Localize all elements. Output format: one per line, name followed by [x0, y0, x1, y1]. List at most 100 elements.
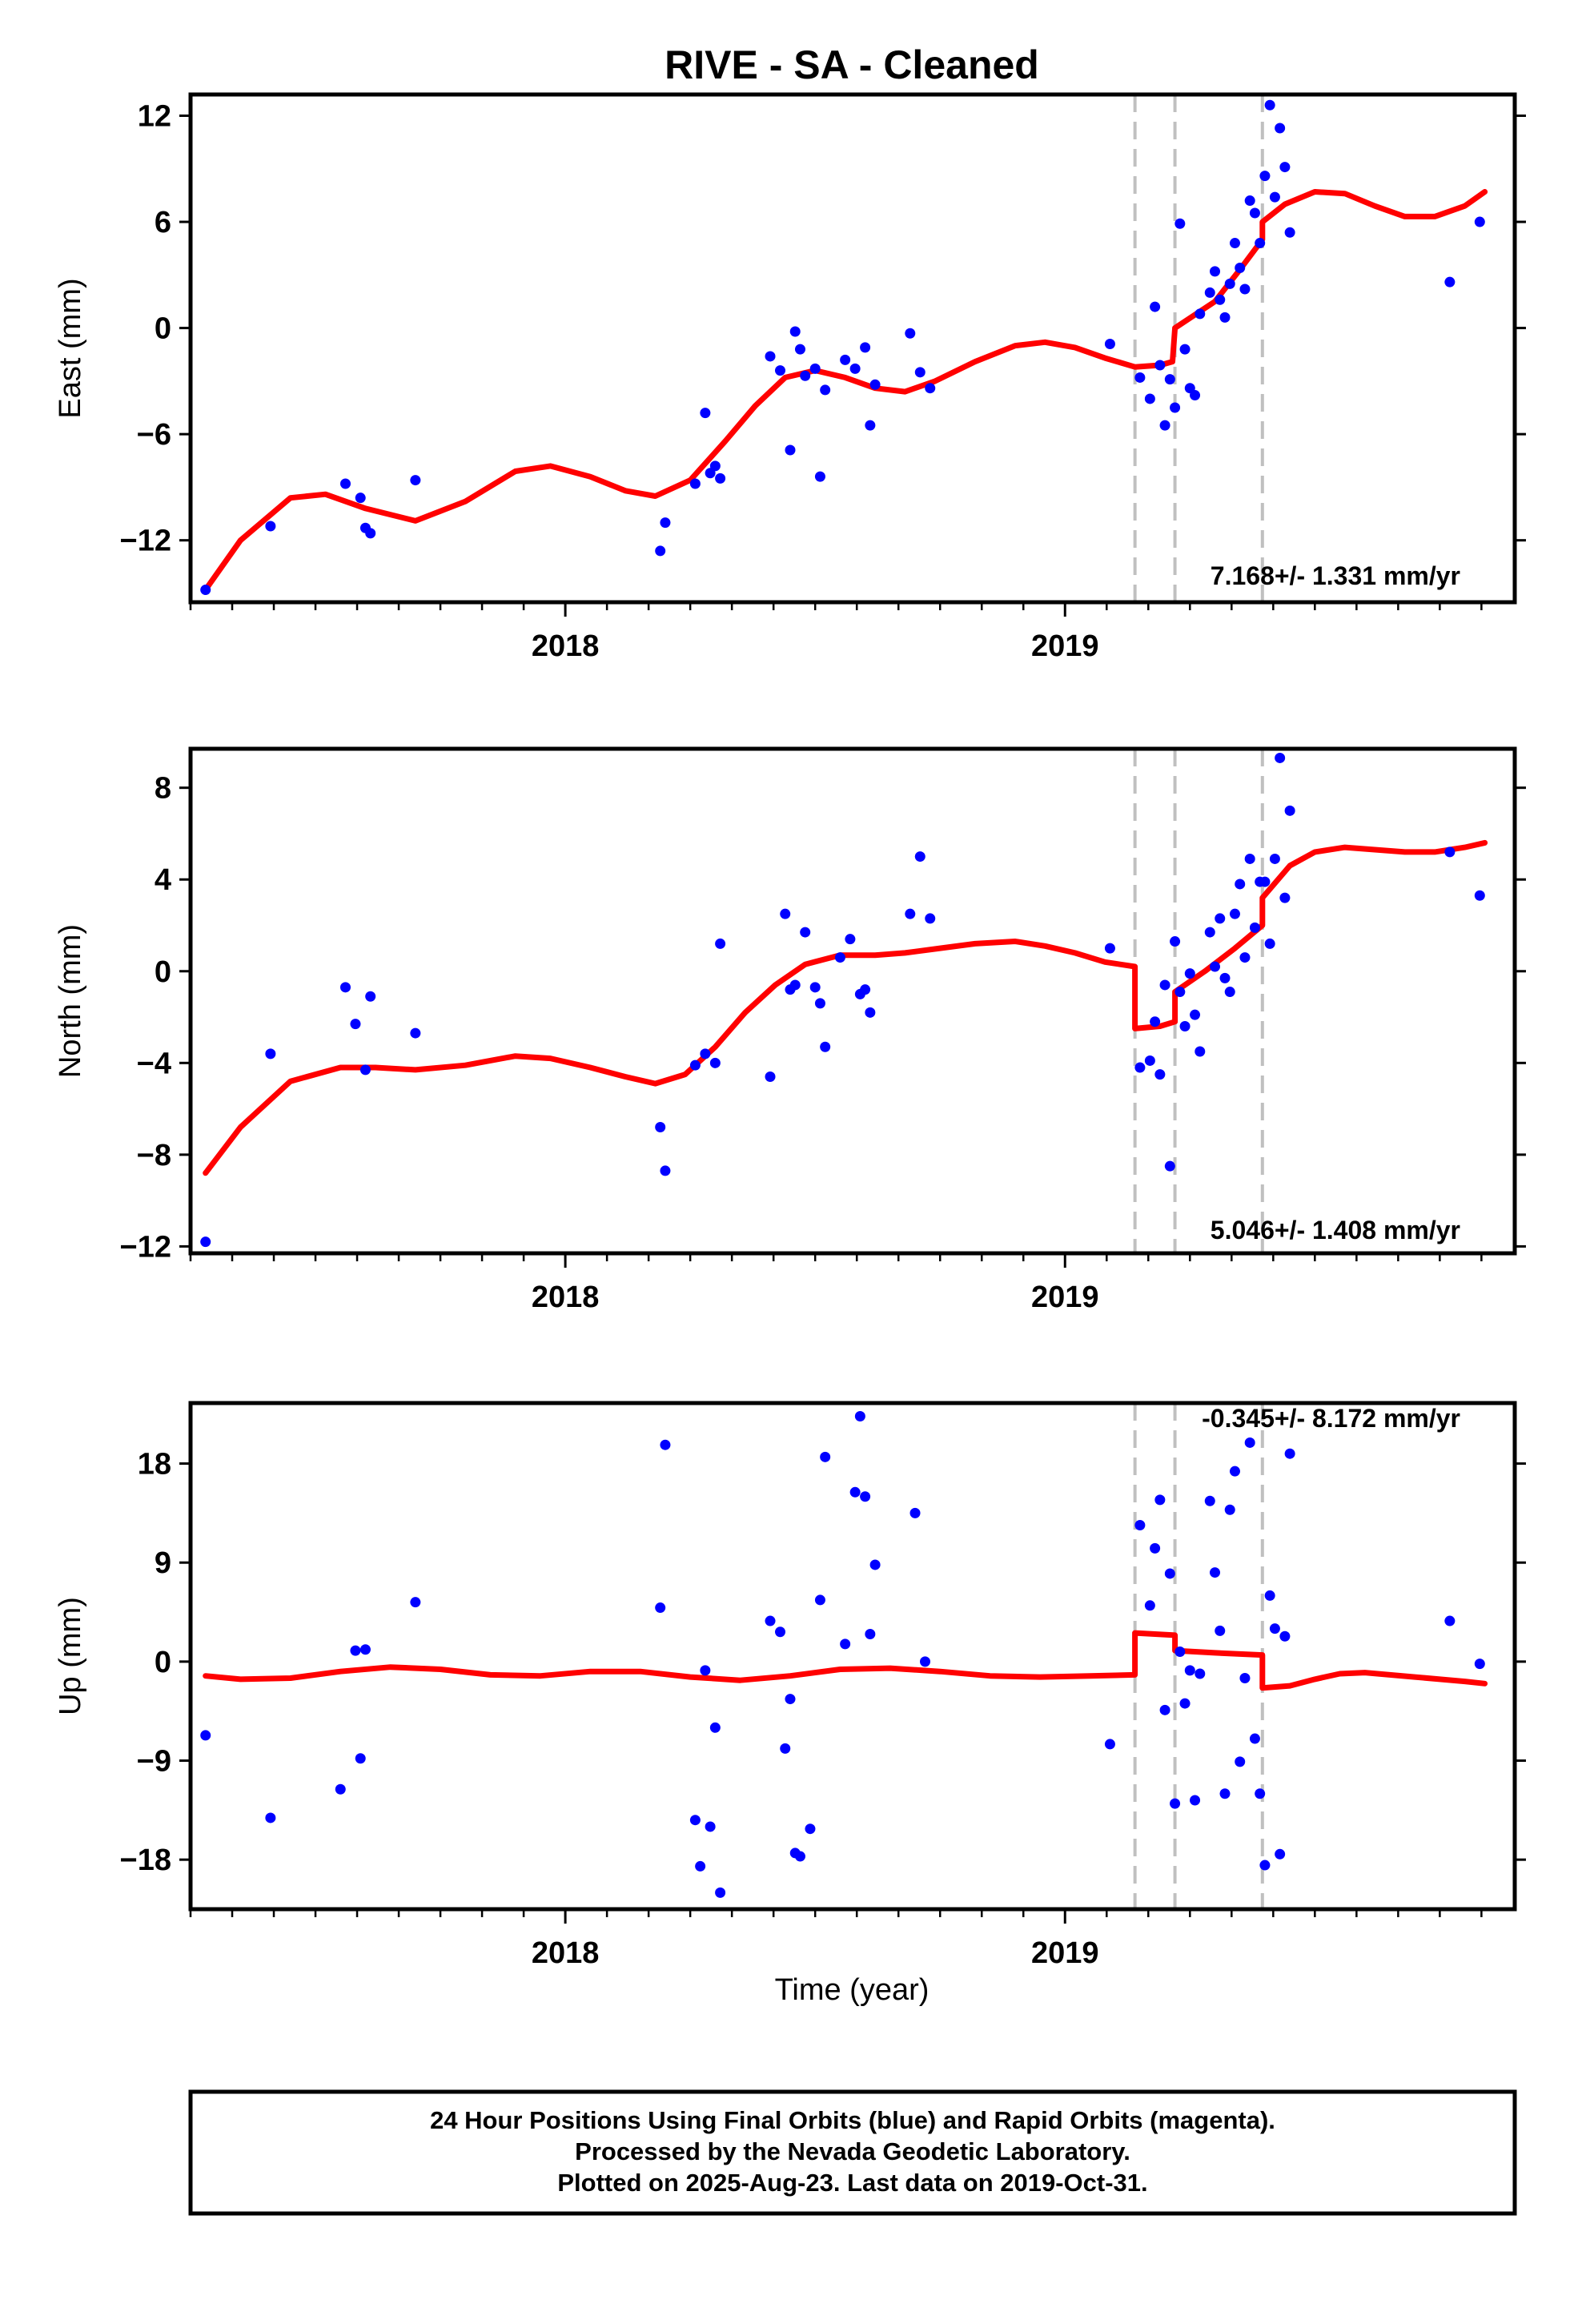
east-data-point	[1195, 308, 1206, 320]
east-data-point	[1444, 276, 1456, 287]
up-data-point	[794, 1851, 805, 1862]
east-data-point	[1215, 294, 1226, 305]
east-y-tick-label: 0	[155, 312, 171, 346]
north-data-point	[800, 927, 811, 938]
x-axis-label: Time (year)	[775, 1973, 930, 2007]
east-data-point	[765, 351, 776, 362]
up-frame	[188, 1401, 1517, 1912]
north-data-point	[860, 984, 871, 995]
up-data-point	[1195, 1668, 1206, 1679]
north-data-point	[1474, 890, 1485, 901]
north-data-point	[1144, 1055, 1155, 1066]
north-data-point	[789, 979, 801, 991]
east-data-point	[774, 365, 785, 376]
east-data-point	[1264, 99, 1275, 111]
north-data-point	[689, 1059, 701, 1071]
up-data-point	[715, 1887, 726, 1898]
east-data-point	[1210, 266, 1221, 277]
up-data-point	[1474, 1659, 1485, 1670]
north-data-point	[1174, 987, 1186, 998]
east-data-point	[794, 344, 805, 355]
east-data-point	[1159, 420, 1170, 431]
up-data-point	[1134, 1520, 1146, 1531]
north-data-point	[1159, 979, 1170, 991]
north-data-point	[1184, 968, 1195, 979]
up-data-point	[765, 1615, 776, 1626]
east-data-point	[1170, 402, 1181, 413]
up-data-point	[1235, 1756, 1246, 1767]
north-data-point	[1210, 961, 1221, 972]
north-data-point	[1219, 972, 1231, 983]
up-x-tick-label: 2018	[532, 1936, 600, 1970]
east-data-point	[1249, 207, 1260, 219]
north-y-tick-label: −8	[137, 1139, 171, 1172]
north-data-point	[809, 982, 821, 993]
east-data-point	[840, 354, 851, 365]
up-data-point	[909, 1507, 921, 1518]
east-y-tick-label: 6	[155, 206, 171, 239]
north-data-point	[865, 1007, 876, 1018]
north-data-point	[660, 1165, 671, 1176]
east-data-point	[925, 383, 936, 394]
up-data-point	[1215, 1625, 1226, 1636]
up-data-point	[1219, 1788, 1231, 1799]
up-data-point	[785, 1694, 796, 1705]
up-data-point	[265, 1812, 276, 1823]
east-data-point	[1190, 390, 1201, 401]
up-data-point	[1264, 1590, 1275, 1601]
north-y-axis-label: North (mm)	[54, 924, 87, 1078]
east-data-point	[1239, 283, 1251, 295]
up-data-point	[849, 1486, 861, 1498]
north-data-point	[834, 952, 845, 963]
up-data-point	[814, 1594, 825, 1606]
up-data-point	[780, 1743, 791, 1754]
east-data-point	[860, 342, 871, 353]
east-data-point	[1164, 374, 1175, 385]
east-data-point	[809, 363, 821, 374]
north-data-point	[200, 1236, 211, 1248]
north-data-point	[1150, 1016, 1161, 1027]
north-data-point	[1170, 936, 1181, 947]
up-data-point	[350, 1645, 361, 1656]
up-data-point	[660, 1439, 671, 1450]
up-y-axis-label: Up (mm)	[54, 1597, 87, 1715]
east-data-point	[700, 408, 711, 419]
east-data-point	[1150, 301, 1161, 312]
east-data-point	[1259, 171, 1271, 182]
north-data-point	[1249, 922, 1260, 933]
up-data-point	[1144, 1600, 1155, 1611]
north-data-point	[1224, 987, 1235, 998]
east-data-point	[1219, 312, 1231, 323]
up-data-point	[1249, 1733, 1260, 1744]
up-data-point	[1269, 1623, 1280, 1634]
up-data-point	[1284, 1448, 1295, 1459]
up-y-tick-label: 0	[155, 1646, 171, 1679]
up-data-point	[1164, 1568, 1175, 1579]
up-data-point	[774, 1626, 785, 1638]
north-data-point	[1279, 892, 1291, 903]
east-data-point	[800, 370, 811, 381]
up-data-point	[709, 1722, 721, 1733]
up-data-point	[1210, 1567, 1221, 1578]
up-data-point	[1179, 1698, 1191, 1709]
north-panel: −12 −8 −4 0 4 8 2018 2019 North (mm) 5.046+/- 1.4…	[54, 746, 1526, 1314]
east-panel: −12 −6 0 6 12 2018 2019 East (mm) 7.168+/- 1.331…	[54, 92, 1526, 663]
east-data-point	[1179, 344, 1191, 355]
east-y-tick-label: −12	[120, 525, 171, 558]
north-data-point	[905, 908, 916, 919]
up-data-point	[410, 1597, 421, 1608]
north-data-point	[655, 1122, 666, 1132]
east-data-point	[1284, 227, 1295, 238]
up-y-tick-label: 9	[155, 1546, 171, 1580]
east-data-point	[820, 384, 831, 396]
north-model-line	[203, 839, 1488, 1176]
up-data-point	[335, 1783, 346, 1795]
east-y-axis-label: East (mm)	[54, 278, 87, 418]
east-x-tick-label: 2019	[1031, 629, 1099, 663]
east-data-point	[1204, 287, 1215, 298]
north-y-tick-label: −12	[120, 1230, 171, 1264]
north-data-point	[1154, 1069, 1166, 1080]
north-data-point	[365, 991, 376, 1002]
up-data-point	[1244, 1437, 1255, 1448]
